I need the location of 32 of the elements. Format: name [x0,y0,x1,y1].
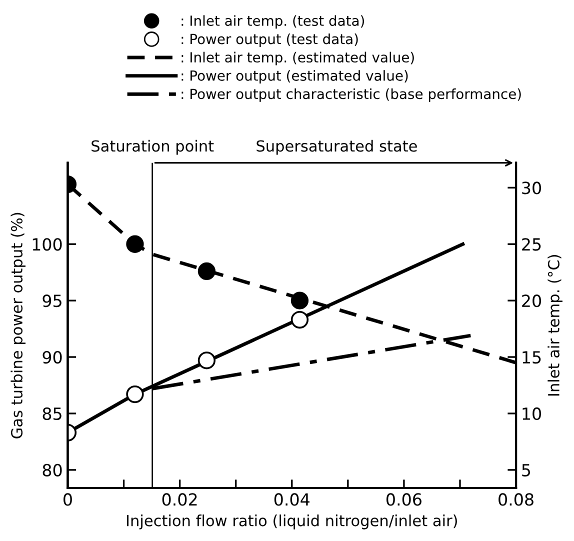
x-axis-title: Injection flow ratio (liquid nitrogen/inlet air) [126,514,457,530]
text: Supersaturated state [256,140,417,155]
legend-label: : Inlet air temp. (estimated value) [182,52,414,66]
point [290,310,309,329]
point [198,262,216,280]
legend-label: : Power output (test data) [182,34,358,47]
point [290,292,309,310]
point [126,235,144,253]
ref-line-label: Saturation point [92,140,214,155]
legend-label: : Power output (estimated value) [182,70,408,84]
y2-tick-label: 10 [522,407,541,420]
x-tick-label: 0.08 [498,493,534,506]
y2-tick-label: 15 [522,351,541,364]
legend-label: : Inlet air temp. (test data) [182,15,364,29]
y-tick-label: 100 [32,238,62,251]
y-tick-label: 90 [42,350,62,364]
y-tick-label: 95 [42,294,62,308]
legend-label: : Power output characteristic (base performance) [182,88,521,102]
point [198,352,216,370]
y2-tick-label: 5 [522,464,530,476]
y2-tick-label: 30 [522,182,541,194]
y2-tick-label: 25 [522,238,541,251]
y-axis-title: Gas turbine power output (%) [10,212,26,438]
y-tick-label: 85 [42,407,62,420]
x-tick-label: 0.02 [162,493,197,506]
y2-axis-title: Inlet air temp. (°C) [548,255,562,396]
y-tick-label: 80 [42,464,62,476]
x-tick-label: 0.06 [386,493,422,506]
x-tick-label: 0 [64,493,72,506]
x-tick-label: 0.04 [274,493,310,506]
point [126,385,144,404]
y2-tick-label: 20 [522,294,541,308]
